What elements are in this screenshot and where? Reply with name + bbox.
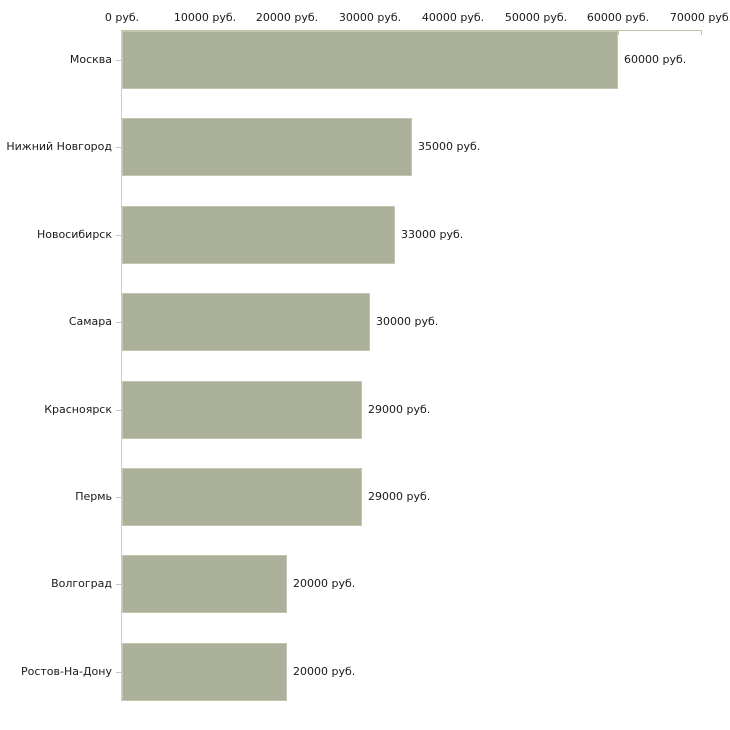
bar-красноярск [122,381,362,439]
bar-пермь [122,468,362,526]
value-label: 29000 руб. [368,403,431,416]
x-axis-tick-label: 0 руб. [104,11,140,24]
value-label: 20000 руб. [293,577,356,590]
value-label: 30000 руб. [376,315,439,328]
value-label: 29000 руб. [368,490,431,503]
value-label: 20000 руб. [293,665,356,678]
y-axis-tick [116,672,121,673]
x-axis-tick [701,30,702,35]
y-axis-tick [116,147,121,148]
x-axis-line [122,30,702,31]
category-label: Красноярск [44,403,112,416]
category-label: Нижний Новгород [6,140,112,153]
y-axis-tick [116,322,121,323]
value-label: 33000 руб. [401,228,464,241]
x-axis-tick [618,30,619,35]
bar-волгоград [122,555,287,613]
category-label: Москва [69,53,112,66]
category-label: Самара [68,315,112,328]
y-axis-tick [116,60,121,61]
category-label: Волгоград [51,577,112,590]
category-label: Новосибирск [36,228,112,241]
x-axis-tick-label: 10000 руб. [173,11,237,24]
bar-нижний-новгород [122,118,412,176]
value-label: 35000 руб. [418,140,481,153]
y-axis-line [121,30,122,701]
value-label: 60000 руб. [624,53,687,66]
category-label: Ростов-На-Дону [20,665,112,678]
bar-москва [122,31,618,89]
y-axis-tick [116,235,121,236]
y-axis-tick [116,584,121,585]
x-axis-tick-label: 40000 руб. [421,11,485,24]
x-axis-tick-label: 70000 руб. [669,11,730,24]
bar-ростов-на-дону [122,643,287,701]
y-axis-tick [116,410,121,411]
x-axis-tick-label: 50000 руб. [504,11,568,24]
category-label: Пермь [75,490,112,503]
bar-самара [122,293,370,351]
x-axis-tick-label: 60000 руб. [586,11,650,24]
x-axis-tick-label: 30000 руб. [338,11,402,24]
bar-новосибирск [122,206,395,264]
x-axis-tick-label: 20000 руб. [255,11,319,24]
y-axis-tick [116,497,121,498]
